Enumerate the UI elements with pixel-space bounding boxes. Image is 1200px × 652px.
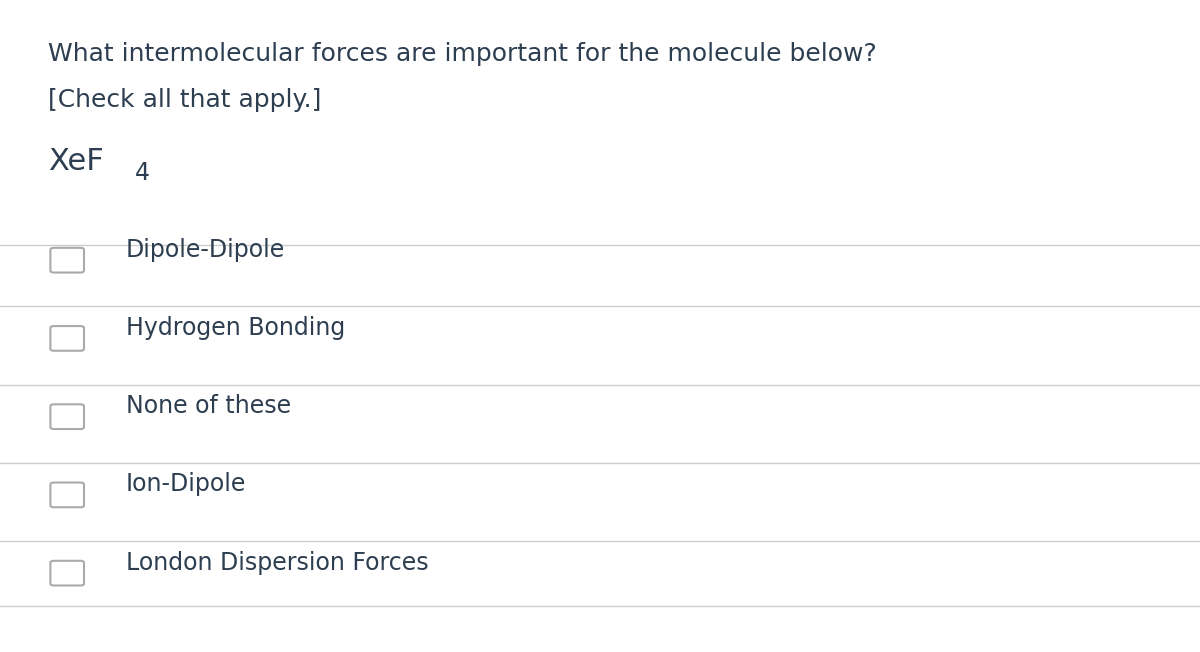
FancyBboxPatch shape	[50, 326, 84, 351]
FancyBboxPatch shape	[50, 561, 84, 585]
Text: What intermolecular forces are important for the molecule below?: What intermolecular forces are important…	[48, 42, 877, 67]
Text: None of these: None of these	[126, 394, 292, 418]
Text: 4: 4	[134, 161, 149, 185]
FancyBboxPatch shape	[50, 404, 84, 429]
Text: [Check all that apply.]: [Check all that apply.]	[48, 88, 322, 112]
FancyBboxPatch shape	[50, 482, 84, 507]
Text: London Dispersion Forces: London Dispersion Forces	[126, 551, 428, 574]
Text: Ion-Dipole: Ion-Dipole	[126, 473, 246, 496]
Text: Dipole-Dipole: Dipole-Dipole	[126, 238, 286, 261]
FancyBboxPatch shape	[50, 248, 84, 273]
Text: Hydrogen Bonding: Hydrogen Bonding	[126, 316, 346, 340]
Text: XeF: XeF	[48, 147, 103, 175]
